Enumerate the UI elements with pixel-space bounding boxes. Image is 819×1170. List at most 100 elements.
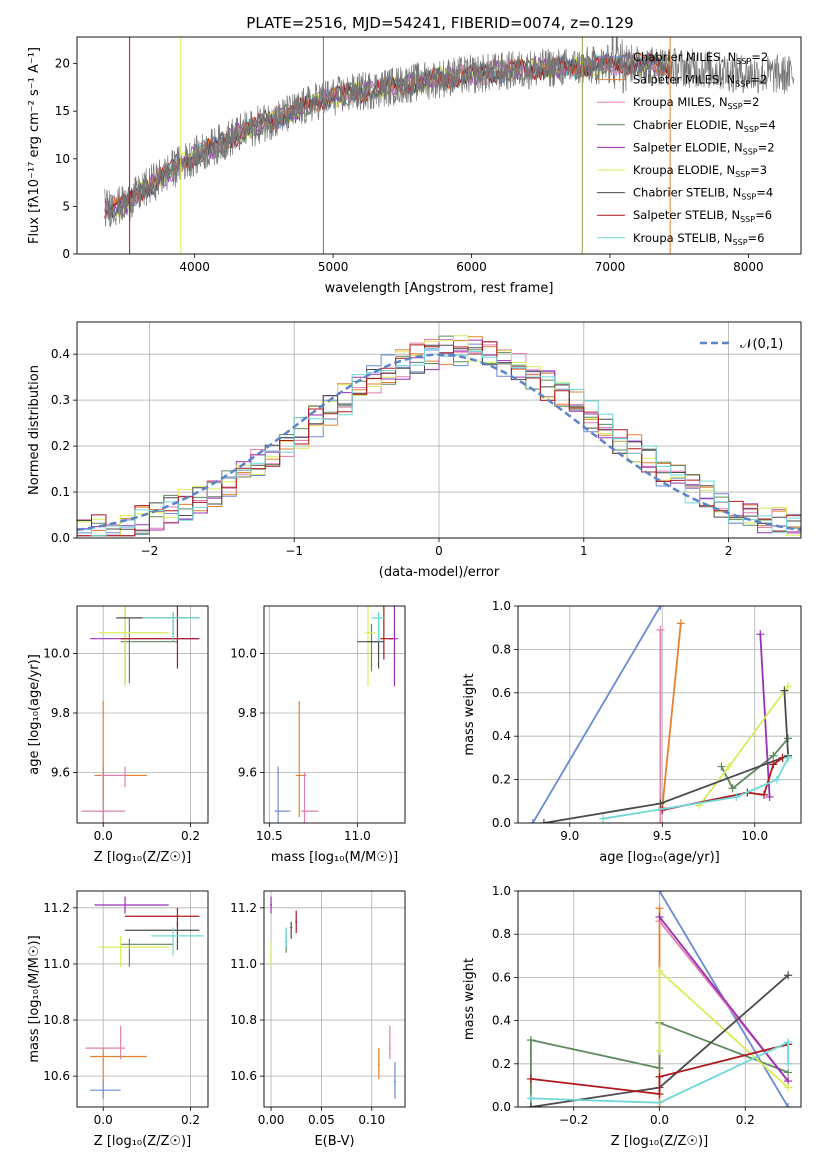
legend-label: Salpeter MILES, NSSP=2 <box>633 73 767 89</box>
x-axis-label: Z [log₁₀(Z/Z☉)] <box>94 1134 191 1149</box>
weight-marker <box>784 682 793 691</box>
weight-line <box>661 623 682 808</box>
weight-marker <box>528 819 537 823</box>
weight-marker <box>655 1098 664 1107</box>
y-tick-label: 11.0 <box>43 957 70 971</box>
plot-area <box>104 37 795 254</box>
y-tick-label: 0.8 <box>492 927 511 941</box>
plot-area <box>77 335 801 537</box>
weight-line <box>662 757 784 811</box>
axes-frame <box>76 36 802 255</box>
y-axis-label: Normed distribution <box>27 365 42 495</box>
weight-marker <box>760 790 769 799</box>
weight-marker <box>784 1083 793 1092</box>
y-axis-label: mass weight <box>462 673 477 755</box>
weight-line <box>530 1040 789 1104</box>
legend-label: Chabrier STELIB, NSSP=4 <box>633 186 773 202</box>
axes-frame <box>263 605 406 824</box>
weight-marker <box>526 1103 535 1107</box>
weight-marker <box>784 1059 793 1068</box>
legend-count: =3 <box>750 163 767 177</box>
y-tick-label: 0.0 <box>51 531 70 545</box>
x-tick-label: 0.2 <box>736 1113 755 1127</box>
weight-marker <box>756 630 765 639</box>
legend-count: =2 <box>743 95 760 109</box>
weight-marker <box>599 814 608 823</box>
legend-subscript: SSP <box>728 102 743 111</box>
x-tick-label: −2 <box>141 544 159 558</box>
legend-label: Chabrier ELODIE, NSSP=4 <box>633 118 776 134</box>
legend-count: =6 <box>748 231 765 245</box>
weight-marker <box>656 819 665 823</box>
y-tick-label: 5 <box>62 199 70 213</box>
x-tick-label: 9.0 <box>560 829 579 843</box>
legend-count: =2 <box>751 50 768 64</box>
weight-marker <box>765 792 774 801</box>
y-tick-label: 11.0 <box>230 957 257 971</box>
y-tick-label: 9.8 <box>51 706 70 720</box>
weight-line <box>530 1043 789 1096</box>
x-axis-label: Z [log₁₀(Z/Z☉)] <box>611 1134 708 1149</box>
weight-line <box>658 916 789 1082</box>
axes-frame <box>517 605 802 824</box>
y-tick-label: 0.4 <box>492 1014 511 1028</box>
y-tick-label: 0.6 <box>492 686 511 700</box>
x-tick-label: −0.2 <box>559 1113 588 1127</box>
x-tick-label: 0.0 <box>94 829 113 843</box>
x-tick-label: 1 <box>580 544 588 558</box>
y-tick-label: 9.6 <box>238 765 257 779</box>
y-tick-label: 0.1 <box>51 485 70 499</box>
x-tick-label: 6000 <box>456 260 487 274</box>
weight-line <box>543 690 790 823</box>
legend-subscript: SSP <box>735 80 750 89</box>
x-axis-label: mass [log₁₀(M/M☉)] <box>271 850 398 865</box>
observed-spectrum-line <box>104 37 795 228</box>
weight-marker <box>656 625 665 634</box>
y-tick-label: 10.0 <box>43 647 70 661</box>
weight-marker <box>526 1036 535 1045</box>
weight-marker <box>656 799 665 808</box>
legend-subscript: SSP <box>735 170 750 179</box>
weight-marker <box>655 912 664 921</box>
legend-label: Kroupa ELODIE, NSSP=3 <box>633 163 767 179</box>
axes-frame <box>76 605 209 824</box>
weight-marker <box>732 792 741 801</box>
x-axis-label: E(B-V) <box>314 1134 354 1149</box>
axes-frame <box>76 321 802 539</box>
y-tick-label: 11.2 <box>230 901 257 915</box>
weight-marker <box>784 753 793 762</box>
x-tick-label: 0.0 <box>94 1113 113 1127</box>
weight-marker <box>784 971 793 980</box>
residual-histogram-step <box>77 348 801 537</box>
y-tick-label: 0.2 <box>492 773 511 787</box>
legend-label: 𝒩(0,1) <box>740 337 783 352</box>
weight-marker <box>772 775 781 784</box>
x-tick-label: 0.10 <box>358 1113 385 1127</box>
mass-vs-metallicity-panel: 0.0 0.2 10.6 10.8 11.0 11.2 Z [log₁₀(Z/Z☉)] mas… <box>27 890 209 1149</box>
y-axis-label: Flux [fλ10⁻¹⁷ erg cm⁻² s⁻¹ A⁻¹] <box>27 47 42 244</box>
weight-marker <box>676 619 685 628</box>
y-tick-label: 10.8 <box>230 1013 257 1027</box>
axes-frame <box>263 890 406 1108</box>
weight-marker <box>655 1090 664 1099</box>
weight-marker <box>526 1094 535 1103</box>
x-tick-label: 8000 <box>733 260 764 274</box>
residual-histogram-step <box>77 335 801 537</box>
x-axis-label: (data-model)/error <box>379 565 500 580</box>
y-tick-label: 0.2 <box>51 439 70 453</box>
x-tick-label: 11.0 <box>344 829 371 843</box>
legend-count: =6 <box>755 208 772 222</box>
weight-marker <box>769 751 778 760</box>
x-tick-label: 7000 <box>595 260 626 274</box>
y-tick-label: 0.2 <box>492 1057 511 1071</box>
weight-marker <box>655 1064 664 1073</box>
plot-area <box>85 896 204 1099</box>
residual-histogram-step <box>77 341 801 537</box>
y-tick-label: 11.2 <box>43 901 70 915</box>
legend-subscript: SSP <box>743 147 758 156</box>
x-axis-label: Z [log₁₀(Z/Z☉)] <box>94 850 191 865</box>
y-tick-label: 10.8 <box>43 1013 70 1027</box>
y-tick-label: 0.4 <box>51 347 70 361</box>
y-tick-label: 1.0 <box>492 599 511 613</box>
weight-marker <box>780 686 789 695</box>
